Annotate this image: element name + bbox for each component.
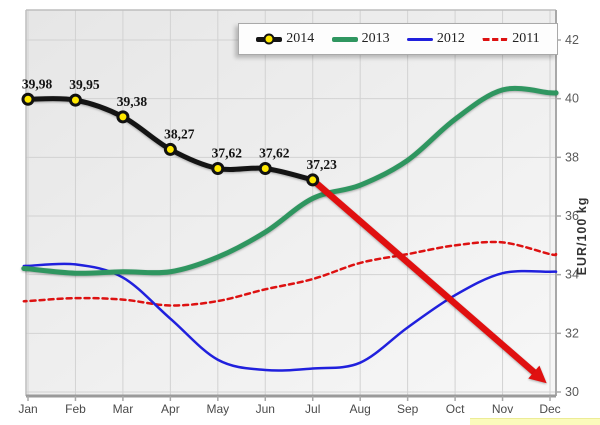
legend-swatch-2013 (331, 36, 358, 42)
legend-label: 2011 (512, 31, 540, 46)
series-line-2012 (22, 262, 558, 372)
legend-label: 2013 (361, 31, 390, 46)
x-axis-label: Jan (18, 402, 37, 416)
x-axis-label: Jul (305, 402, 320, 416)
x-axis-label: Aug (350, 402, 371, 416)
data-point-marker (258, 161, 272, 175)
data-point-label: 37,23 (307, 157, 338, 172)
series-line-2011 (22, 240, 558, 307)
x-axis-label: Sep (397, 402, 419, 416)
data-point-marker (68, 93, 82, 107)
data-point-label: 37,62 (259, 145, 290, 160)
legend-label: 2014 (286, 31, 315, 46)
x-axis-label: Jun (256, 402, 275, 416)
data-point-label: 39,95 (69, 77, 100, 92)
data-point-marker (21, 92, 35, 106)
x-axis-label: Feb (65, 402, 86, 416)
x-axis-label: Dec (539, 402, 560, 416)
x-axis-label: Oct (446, 402, 465, 416)
data-point-marker (163, 142, 177, 156)
y-axis-tick-label: 42 (565, 33, 579, 47)
data-point-label: 38,27 (164, 126, 195, 141)
data-point-marker (116, 110, 130, 124)
y-axis-tick-label: 38 (565, 150, 579, 164)
legend-label: 2012 (436, 31, 465, 46)
legend-swatch-2014 (256, 33, 283, 45)
plot-background (26, 10, 556, 396)
data-point-marker (211, 161, 225, 175)
data-point-label: 37,62 (212, 145, 243, 160)
data-point-label: 39,38 (117, 94, 148, 109)
trend-arrow-head (528, 365, 547, 384)
data-point-label: 39,98 (22, 76, 53, 91)
y-axis-tick-label: 34 (565, 268, 579, 282)
y-axis-tick-label: 30 (565, 385, 579, 399)
legend-swatch-2012 (406, 37, 433, 41)
legend: 2014 2013 2012 2011 (238, 23, 558, 55)
legend-item-2013[interactable]: 2013 (331, 31, 390, 47)
legend-marker-dot (263, 33, 275, 45)
data-point-marker (306, 173, 320, 187)
highlight-strip (470, 418, 600, 425)
trend-arrow-line (310, 177, 539, 378)
legend-item-2012[interactable]: 2012 (406, 31, 465, 47)
series-line-2013 (21, 85, 559, 276)
legend-swatch-2011 (482, 37, 509, 41)
y-axis-tick-label: 32 (565, 326, 579, 340)
y-axis-tick-label: 36 (565, 209, 579, 223)
x-axis-label: May (206, 402, 229, 416)
y-axis-title: EUR/100 kg (575, 197, 589, 276)
x-axis-label: Mar (113, 402, 134, 416)
legend-item-2011[interactable]: 2011 (482, 31, 540, 47)
x-axis-label: Apr (161, 402, 180, 416)
y-axis-tick-label: 40 (565, 92, 579, 106)
x-axis-label: Nov (492, 402, 513, 416)
legend-item-2014[interactable]: 2014 (256, 31, 314, 47)
